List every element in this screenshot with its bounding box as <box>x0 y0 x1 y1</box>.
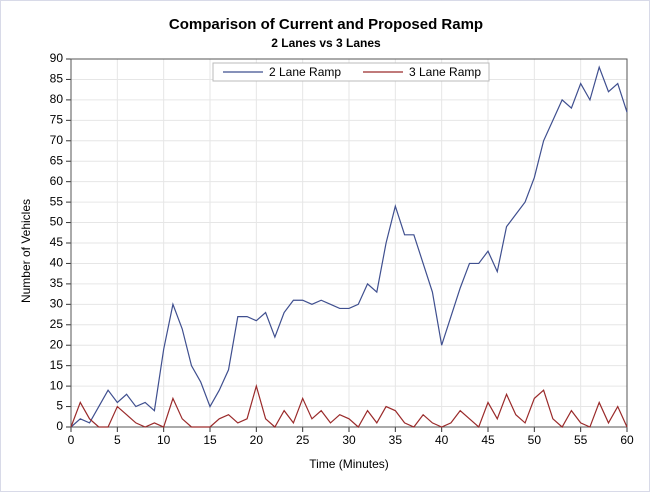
plot-frame <box>70 58 628 428</box>
y-tick-label: 75 <box>50 113 64 127</box>
legend: 2 Lane Ramp 3 Lane Ramp <box>212 62 490 82</box>
y-tick-label: 90 <box>50 51 64 65</box>
x-tick-label: 10 <box>157 433 171 447</box>
y-tick-label: 15 <box>50 358 64 372</box>
x-tick-label: 5 <box>114 433 121 447</box>
legend-label: 2 Lane Ramp <box>269 65 341 79</box>
y-tick-label: 50 <box>50 215 64 229</box>
y-tick-label: 0 <box>56 419 63 433</box>
y-tick-label: 80 <box>50 92 64 106</box>
x-tick-label: 35 <box>389 433 403 447</box>
x-tick-label: 15 <box>203 433 217 447</box>
x-tick-label: 0 <box>68 433 75 447</box>
y-tick-label: 35 <box>50 276 64 290</box>
x-tick-label: 40 <box>435 433 449 447</box>
series-line <box>70 65 628 428</box>
y-tick-label: 40 <box>50 256 64 270</box>
y-tick-label: 70 <box>50 133 64 147</box>
chart-subtitle: 2 Lanes vs 3 Lanes <box>271 36 381 50</box>
y-tick-label: 10 <box>50 378 64 392</box>
y-tick-label: 45 <box>50 235 64 249</box>
chart-title: Comparison of Current and Proposed Ramp <box>169 16 483 33</box>
x-tick-label: 20 <box>250 433 264 447</box>
y-tick-label: 5 <box>56 399 63 413</box>
y-tick-label: 20 <box>50 337 64 351</box>
legend-box <box>212 62 490 82</box>
y-axis-label: Number of Vehicles <box>19 199 33 303</box>
x-tick-label: 45 <box>481 433 495 447</box>
y-tick-label: 60 <box>50 174 64 188</box>
x-tick-label: 60 <box>620 433 634 447</box>
x-tick-label: 25 <box>296 433 310 447</box>
y-tick-label: 30 <box>50 297 64 311</box>
series-line <box>70 383 628 429</box>
y-tick-label: 65 <box>50 153 64 167</box>
x-tick-label: 55 <box>574 433 588 447</box>
y-tick-label: 85 <box>50 72 64 86</box>
y-tick-label: 55 <box>50 194 64 208</box>
legend-label: 3 Lane Ramp <box>409 65 481 79</box>
y-tick-label: 25 <box>50 317 64 331</box>
x-tick-label: 30 <box>342 433 356 447</box>
x-tick-label: 50 <box>528 433 542 447</box>
x-axis-label: Time (Minutes) <box>309 457 389 471</box>
